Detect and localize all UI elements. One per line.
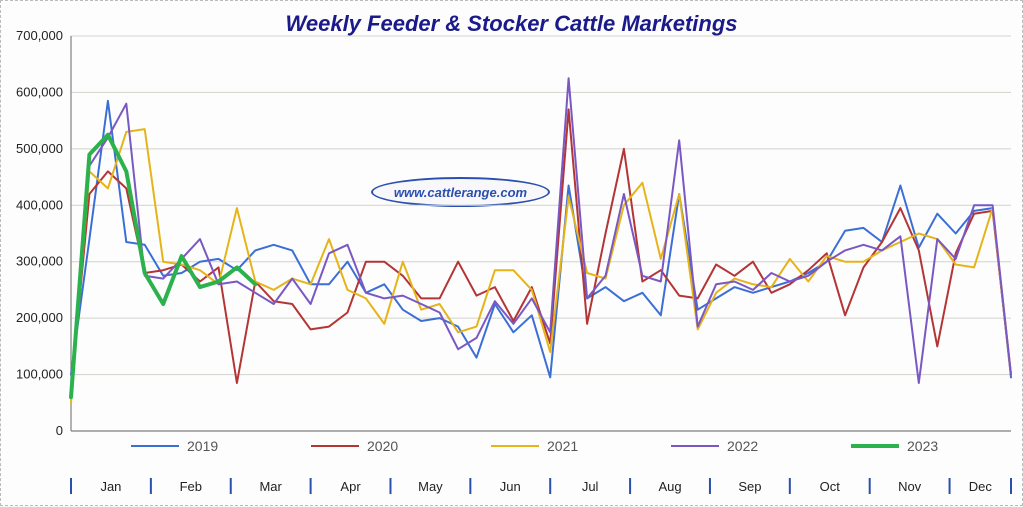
chart-frame: Weekly Feeder & Stocker Cattle Marketing… bbox=[0, 0, 1023, 506]
series-2019 bbox=[71, 101, 1011, 378]
xtick-Aug: Aug bbox=[658, 479, 681, 494]
xtick-Feb: Feb bbox=[180, 479, 202, 494]
svg-text:500,000: 500,000 bbox=[16, 141, 63, 156]
legend-label-2021: 2021 bbox=[547, 438, 578, 454]
xtick-Jun: Jun bbox=[500, 479, 521, 494]
xtick-Mar: Mar bbox=[259, 479, 282, 494]
xtick-Nov: Nov bbox=[898, 479, 922, 494]
legend-label-2022: 2022 bbox=[727, 438, 758, 454]
svg-text:700,000: 700,000 bbox=[16, 28, 63, 43]
xtick-Dec: Dec bbox=[969, 479, 993, 494]
svg-text:0: 0 bbox=[56, 423, 63, 438]
svg-text:600,000: 600,000 bbox=[16, 84, 63, 99]
legend-label-2023: 2023 bbox=[907, 438, 938, 454]
svg-text:300,000: 300,000 bbox=[16, 254, 63, 269]
line-chart-svg: 0 100,000 200,000 300,000 400,000 500,000 600,… bbox=[1, 1, 1023, 507]
xtick-Oct: Oct bbox=[820, 479, 841, 494]
xtick-Jul: Jul bbox=[582, 479, 599, 494]
svg-text:400,000: 400,000 bbox=[16, 197, 63, 212]
xtick-Apr: Apr bbox=[340, 479, 361, 494]
xtick-Jan: Jan bbox=[100, 479, 121, 494]
legend-label-2020: 2020 bbox=[367, 438, 398, 454]
xtick-May: May bbox=[418, 479, 443, 494]
xtick-Sep: Sep bbox=[738, 479, 761, 494]
svg-text:200,000: 200,000 bbox=[16, 310, 63, 325]
svg-text:100,000: 100,000 bbox=[16, 367, 63, 382]
legend-label-2019: 2019 bbox=[187, 438, 218, 454]
